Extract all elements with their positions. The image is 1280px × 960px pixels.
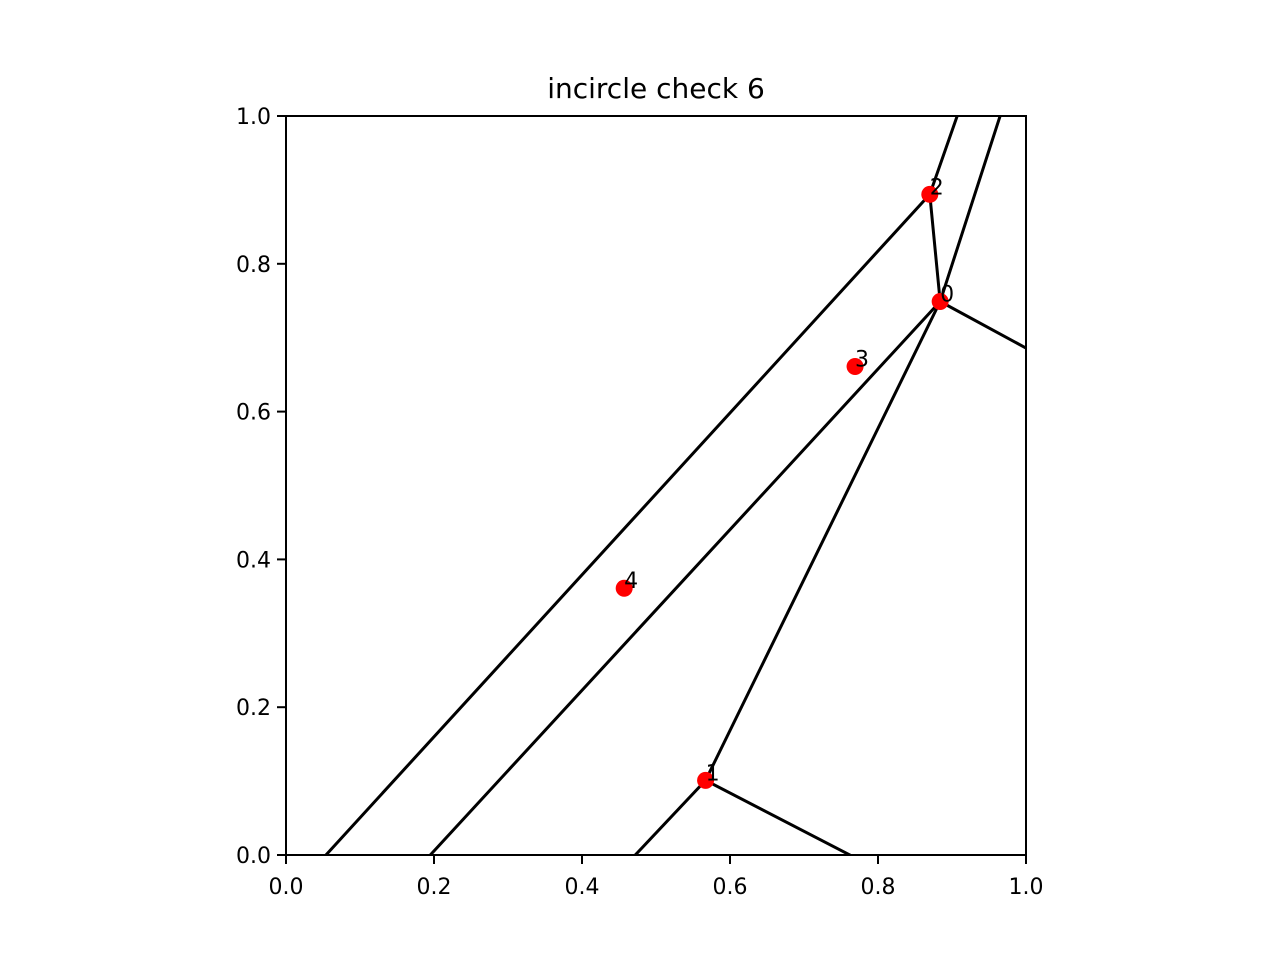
edge-line: [633, 778, 708, 855]
chart-title: incircle check 6: [547, 72, 765, 105]
edge-line: [927, 116, 959, 197]
data-point: [615, 579, 633, 597]
edge-line: [928, 192, 942, 304]
point-label: 1: [706, 761, 720, 786]
x-tick-label: 0.4: [565, 875, 600, 900]
y-tick-label: 0.8: [236, 253, 271, 278]
x-axis: 0.0 0.2 0.4 0.6 0.8 1.0: [269, 855, 1044, 900]
y-tick-label: 0.2: [236, 696, 271, 721]
edge-line: [428, 299, 943, 855]
edge-line: [703, 299, 943, 783]
y-tick-label: 0.4: [236, 548, 271, 573]
x-tick-label: 1.0: [1009, 875, 1044, 900]
data-point: [931, 292, 949, 310]
edges-layer: [323, 116, 1026, 855]
edge-line: [938, 299, 1026, 350]
edge-line: [703, 778, 852, 855]
y-tick-label: 1.0: [236, 105, 271, 130]
edge-line: [323, 192, 932, 855]
data-point: [846, 358, 864, 376]
y-axis: 0.0 0.2 0.4 0.6 0.8 1.0: [236, 105, 286, 869]
x-tick-label: 0.2: [417, 875, 452, 900]
plot-area: 0 1 2 3 4: [323, 116, 1026, 855]
axes-frame: [285, 115, 1027, 856]
point-label: 2: [930, 175, 944, 200]
point-label: 0: [940, 282, 954, 307]
data-point: [697, 771, 715, 789]
point-labels-layer: 0 1 2 3 4: [624, 175, 954, 786]
x-tick-label: 0.6: [713, 875, 748, 900]
edge-line: [938, 116, 1002, 304]
x-tick-label: 0.0: [269, 875, 304, 900]
point-label: 3: [855, 348, 869, 373]
y-tick-label: 0.0: [236, 844, 271, 869]
point-label: 4: [624, 569, 638, 594]
data-point: [921, 185, 939, 203]
points-layer: [615, 185, 949, 789]
y-tick-label: 0.6: [236, 401, 271, 426]
x-tick-label: 0.8: [861, 875, 896, 900]
